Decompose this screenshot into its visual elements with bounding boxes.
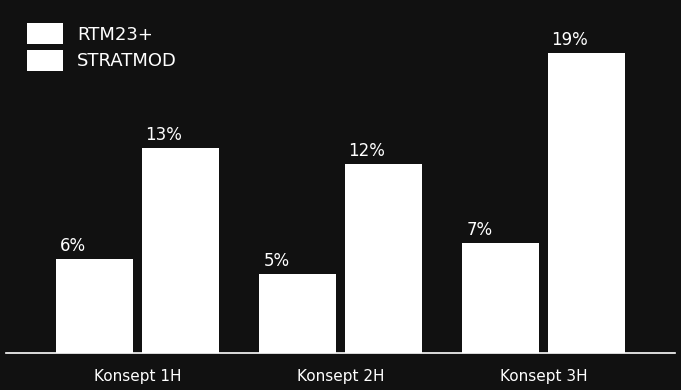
Text: 6%: 6% (61, 237, 86, 255)
Text: 19%: 19% (552, 31, 588, 49)
Text: 13%: 13% (146, 126, 183, 144)
Bar (259, 275, 336, 353)
Bar (142, 148, 219, 353)
Bar (548, 53, 624, 353)
Bar (57, 259, 133, 353)
Legend: RTM23+, STRATMOD: RTM23+, STRATMOD (21, 18, 183, 76)
Text: 7%: 7% (466, 221, 492, 239)
Text: 5%: 5% (264, 252, 289, 270)
Text: 12%: 12% (349, 142, 385, 160)
Bar (345, 164, 422, 353)
Bar (462, 243, 539, 353)
